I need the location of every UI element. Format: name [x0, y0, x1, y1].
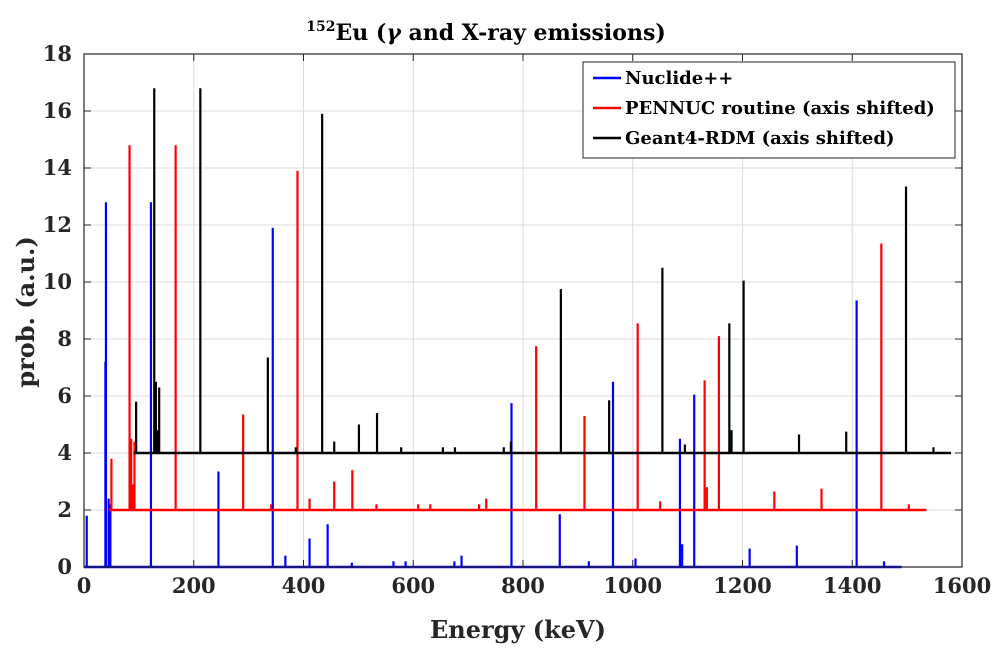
x-axis-label: Energy (keV)	[430, 615, 606, 644]
x-tick-label: 1400	[823, 573, 881, 598]
x-tick-label: 200	[172, 573, 216, 598]
legend-box	[582, 61, 956, 159]
title-superscript: 152	[306, 19, 335, 35]
chart-title: 152Eu (γ and X-ray emissions)	[306, 19, 666, 46]
y-tick-label: 0	[57, 554, 72, 579]
axis-ticks: 0 200 400 600 800 1000 1200 1400 1600 0 2 4 6 8 10 12 14…	[43, 41, 991, 598]
y-axis-label: prob. (a.u.)	[11, 236, 40, 387]
y-tick-label: 10	[43, 269, 72, 294]
x-tick-label: 600	[391, 573, 435, 598]
y-tick-label: 16	[43, 98, 72, 123]
x-tick-label: 800	[501, 573, 545, 598]
x-tick-label: 1000	[604, 573, 662, 598]
legend: Nuclide++ PENNUC routine (axis shifted) Ge…	[582, 61, 956, 159]
y-tick-label: 6	[57, 383, 72, 408]
y-tick-label: 2	[57, 497, 72, 522]
x-tick-label: 1600	[933, 573, 991, 598]
y-tick-label: 18	[43, 41, 72, 66]
y-tick-label: 14	[43, 155, 72, 180]
x-tick-label: 0	[77, 573, 92, 598]
y-tick-label: 12	[43, 212, 72, 237]
title-main: Eu (	[335, 20, 386, 46]
x-tick-label: 1200	[713, 573, 771, 598]
x-tick-label: 400	[282, 573, 326, 598]
legend-entry: Geant4-RDM (axis shifted)	[625, 128, 894, 149]
title-gamma: γ	[386, 20, 402, 46]
y-tick-label: 8	[57, 326, 72, 351]
title-rest: and X-ray emissions)	[401, 20, 666, 46]
legend-entry: Nuclide++	[625, 68, 733, 89]
legend-entry: PENNUC routine (axis shifted)	[625, 98, 935, 119]
series-3	[133, 88, 952, 455]
y-tick-label: 4	[57, 440, 72, 465]
